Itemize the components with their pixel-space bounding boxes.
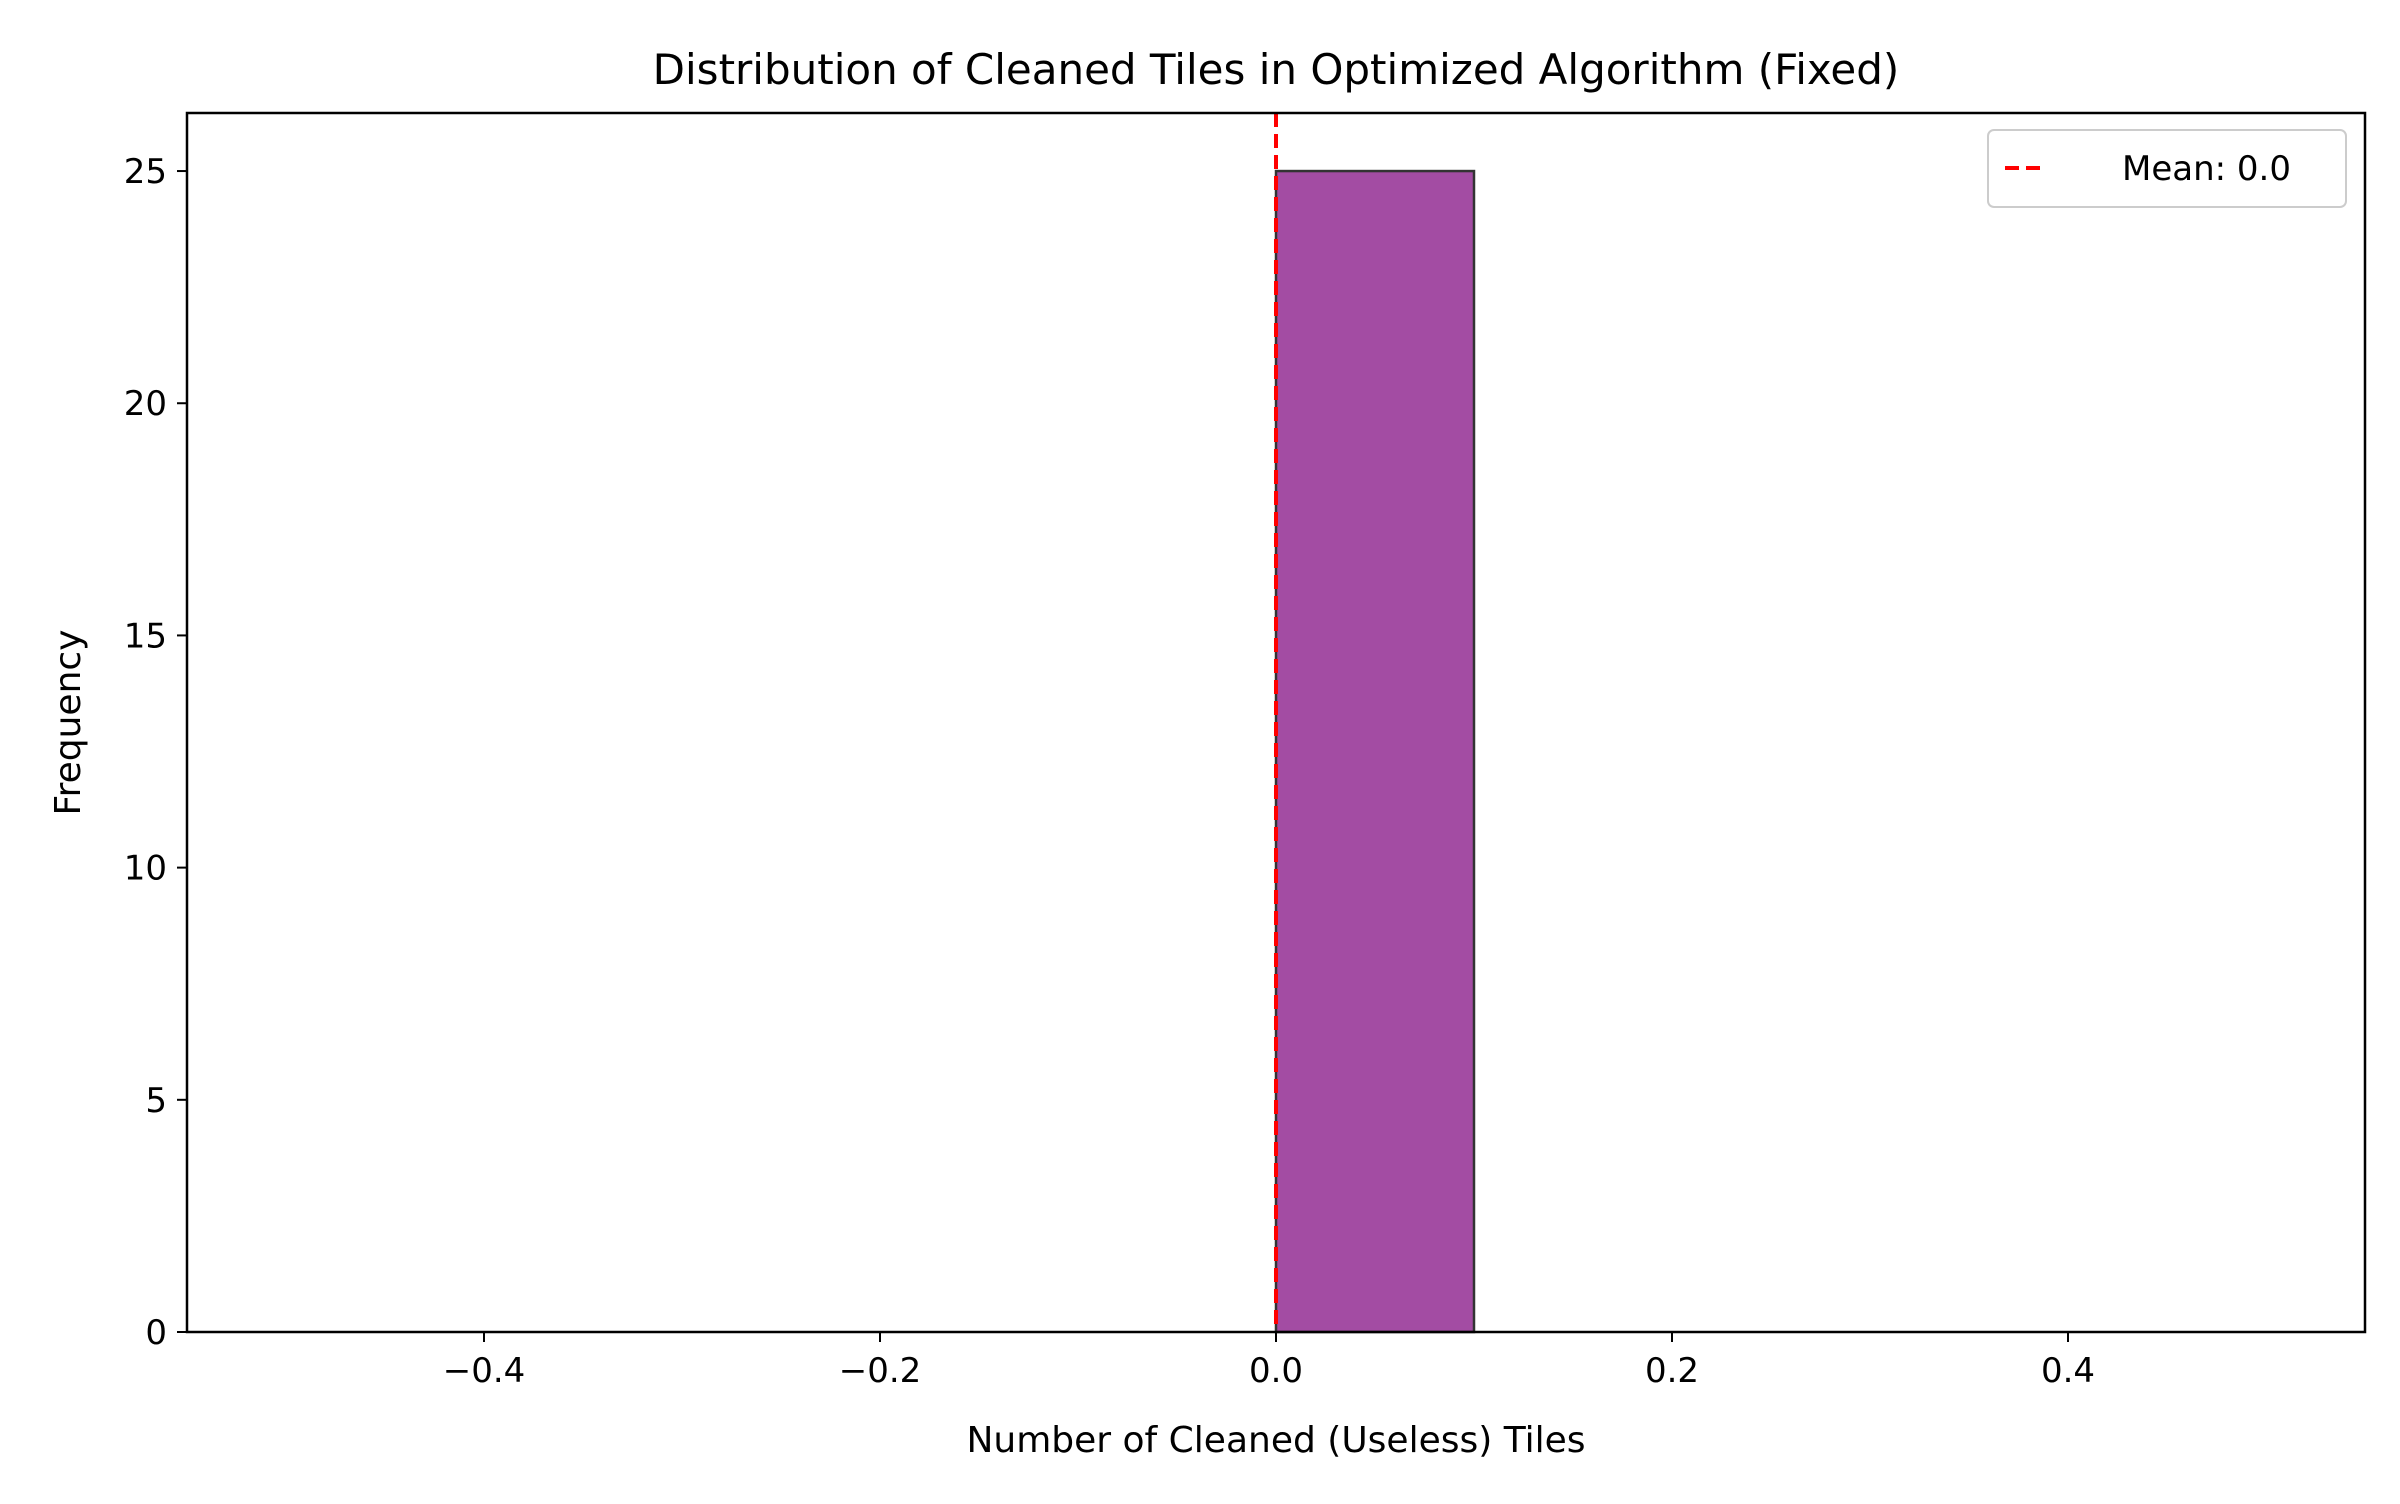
y-tick-label: 20 (124, 384, 167, 424)
y-tick-label: 10 (124, 849, 167, 889)
legend: Mean: 0.0 (1987, 129, 2347, 208)
y-tick-label: 0 (145, 1313, 167, 1353)
legend-mean-label: Mean: 0.0 (2122, 149, 2291, 189)
x-tick-label: 0.0 (1249, 1351, 1303, 1391)
y-tick-label: 25 (124, 152, 167, 192)
bars-layer (1274, 169, 1476, 1334)
x-axis-title: Number of Cleaned (Useless) Tiles (966, 1420, 1585, 1461)
x-tick-label: 0.4 (2041, 1351, 2095, 1391)
y-axis-ticks: 0 5 10 15 20 25 (124, 152, 187, 1353)
legend-box (1987, 129, 2347, 208)
x-tick-label: −0.2 (839, 1351, 922, 1391)
chart-title: Distribution of Cleaned Tiles in Optimiz… (653, 45, 1900, 94)
x-tick-label: −0.4 (443, 1351, 526, 1391)
y-tick-label: 15 (124, 616, 167, 656)
histogram-bar (1274, 169, 1476, 1334)
y-tick-label: 5 (145, 1081, 167, 1121)
x-axis-ticks: −0.4 −0.2 0.0 0.2 0.4 (443, 1332, 2095, 1391)
x-tick-label: 0.2 (1645, 1351, 1699, 1391)
y-axis-title: Frequency (48, 630, 89, 816)
